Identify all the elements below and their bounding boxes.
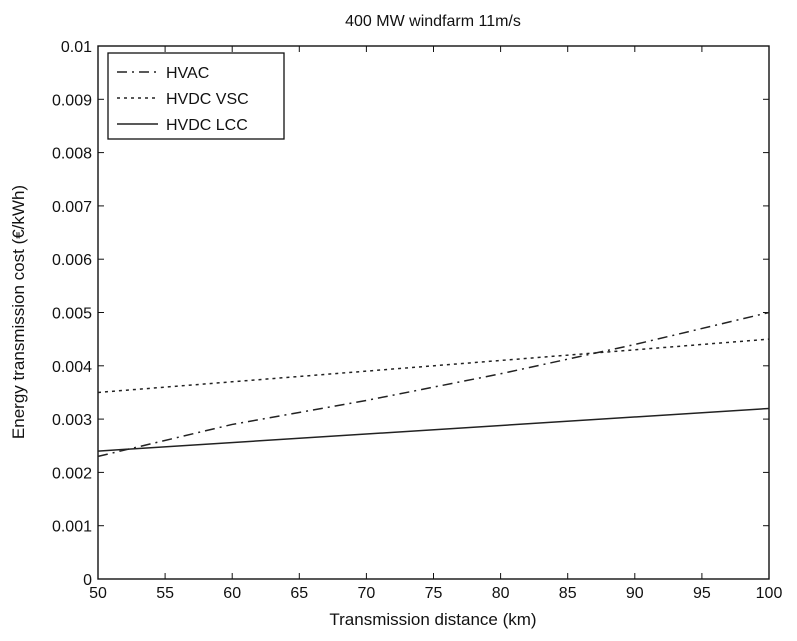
x-axis-ticks: 50 55 60 65 70 75 80 85 90 95 100 (89, 46, 782, 602)
series-lines (97, 311, 770, 458)
y-tick-label: 0.004 (52, 359, 92, 376)
y-tick-label: 0.002 (52, 465, 92, 482)
y-tick-label: 0.007 (52, 199, 92, 216)
y-tick-label: 0.006 (52, 252, 92, 269)
series-line-hvac (97, 311, 770, 458)
x-tick-label: 90 (626, 585, 644, 602)
legend-label-hvdc-vsc: HVDC VSC (166, 91, 249, 108)
y-tick-label: 0.001 (52, 519, 92, 536)
legend-label-hvdc-lcc: HVDC LCC (166, 117, 248, 134)
y-tick-label: 0.009 (52, 92, 92, 109)
y-axis-label: Energy transmission cost (€/kWh) (9, 185, 28, 439)
x-tick-label: 50 (89, 585, 107, 602)
x-axis-label: Transmission distance (km) (329, 610, 536, 629)
x-tick-label: 75 (425, 585, 443, 602)
x-tick-label: 55 (156, 585, 174, 602)
x-tick-label: 85 (559, 585, 577, 602)
x-tick-label: 80 (492, 585, 510, 602)
y-tick-label: 0.003 (52, 412, 92, 429)
chart-title: 400 MW windfarm 11m/s (345, 13, 521, 30)
x-tick-label: 65 (290, 585, 308, 602)
y-axis-ticks: 0 0.001 0.002 0.003 0.004 0.005 0.006 0.007 0.00… (52, 39, 769, 589)
y-tick-label: 0.01 (61, 39, 92, 56)
y-tick-label: 0.008 (52, 146, 92, 163)
series-line-hvdc-lcc (97, 407, 770, 452)
legend-label-hvac: HVAC (166, 65, 209, 82)
x-tick-label: 60 (223, 585, 241, 602)
x-tick-label: 70 (358, 585, 376, 602)
series-line-hvdc-vsc (97, 338, 770, 394)
y-tick-label: 0 (83, 572, 92, 589)
legend: HVAC HVDC VSC HVDC LCC (107, 52, 285, 140)
x-tick-label: 100 (756, 585, 783, 602)
y-tick-label: 0.005 (52, 306, 92, 323)
x-tick-label: 95 (693, 585, 711, 602)
